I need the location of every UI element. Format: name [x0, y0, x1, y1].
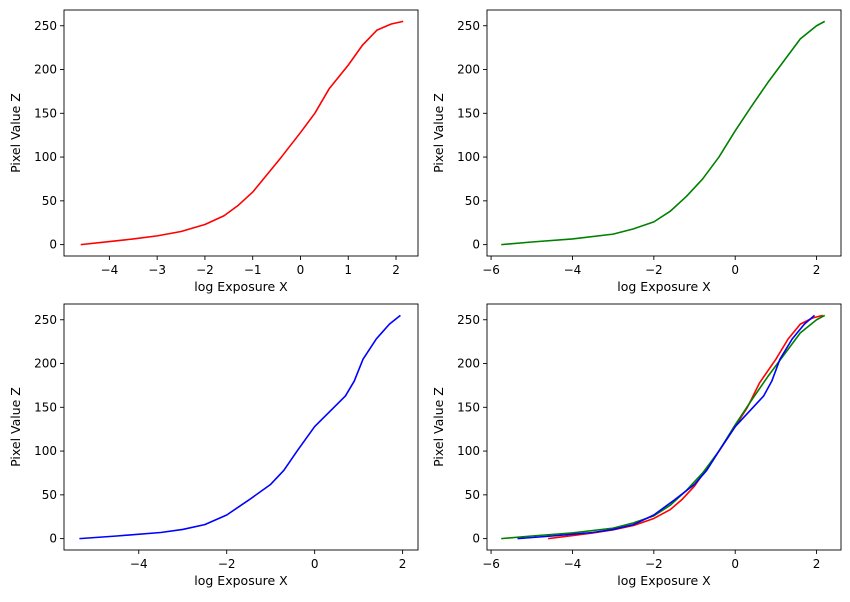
subplot-1: −4 −3 −2 −1 0 1 2 0 50 100 150 200 250 log Exposure X…	[8, 9, 419, 294]
y-tick-label: 200	[34, 357, 57, 371]
y-tick-label: 250	[34, 19, 57, 33]
y-tick-label: 100	[34, 150, 57, 164]
series-line-2	[501, 314, 826, 540]
y-tick-label: 150	[34, 106, 57, 120]
axes-frame	[486, 9, 842, 257]
y-tick-label: 200	[457, 357, 480, 371]
x-tick-label: 0	[731, 557, 739, 571]
series-line-3	[517, 314, 816, 540]
y-tick-label: 0	[49, 532, 57, 546]
series-line-1	[501, 20, 826, 246]
y-tick-label: 50	[465, 194, 480, 208]
x-tick-label: 0	[297, 263, 305, 277]
y-tick-label: 100	[457, 150, 480, 164]
x-tick-label: −4	[130, 557, 148, 571]
y-tick-label: 0	[49, 238, 57, 252]
x-tick-label: 1	[344, 263, 352, 277]
x-tick-label: −4	[564, 557, 582, 571]
x-tick-label: −2	[218, 557, 236, 571]
y-tick-label: 100	[34, 444, 57, 458]
y-tick-label: 250	[34, 313, 57, 327]
axes-frame	[63, 9, 419, 257]
x-tick-label: −2	[645, 557, 663, 571]
series-line-1	[79, 314, 401, 540]
y-tick-label: 250	[457, 19, 480, 33]
x-tick-label: −6	[482, 557, 500, 571]
x-axis-label: log Exposure X	[617, 279, 711, 294]
y-tick-label: 200	[457, 63, 480, 77]
x-tick-label: 2	[392, 263, 400, 277]
series-line-1	[80, 20, 404, 246]
y-tick-label: 150	[457, 106, 480, 120]
x-axis-label: log Exposure X	[617, 573, 711, 588]
y-tick-label: 0	[472, 532, 480, 546]
subplot-4: −6 −4 −2 0 2 0 50 100 150 200 250 log Exposure X Pix…	[431, 303, 842, 588]
y-tick-label: 250	[457, 313, 480, 327]
x-tick-label: −6	[482, 263, 500, 277]
y-tick-label: 150	[34, 400, 57, 414]
x-tick-label: −1	[244, 263, 262, 277]
x-tick-label: −2	[645, 263, 663, 277]
series-line-1	[547, 314, 823, 540]
x-tick-label: −4	[564, 263, 582, 277]
subplot-2: −6 −4 −2 0 2 0 50 100 150 200 250 log Exposure X Pix…	[431, 9, 842, 294]
x-tick-label: −2	[196, 263, 214, 277]
x-tick-label: 2	[399, 557, 407, 571]
x-tick-label: 0	[731, 263, 739, 277]
x-tick-label: 2	[813, 557, 821, 571]
y-tick-label: 50	[465, 488, 480, 502]
axes-frame	[486, 303, 842, 551]
x-tick-label: −4	[101, 263, 119, 277]
x-tick-label: −3	[148, 263, 166, 277]
y-tick-label: 150	[457, 400, 480, 414]
y-axis-label: Pixel Value Z	[8, 93, 23, 173]
y-tick-label: 50	[42, 194, 57, 208]
y-axis-label: Pixel Value Z	[431, 93, 446, 173]
x-tick-label: 0	[311, 557, 319, 571]
x-axis-label: log Exposure X	[194, 573, 288, 588]
x-axis-label: log Exposure X	[194, 279, 288, 294]
y-tick-label: 100	[457, 444, 480, 458]
axes-frame	[63, 303, 419, 551]
y-axis-label: Pixel Value Z	[8, 387, 23, 467]
x-tick-label: 2	[813, 263, 821, 277]
subplot-3: −4 −2 0 2 0 50 100 150 200 250 log Exposure X Pixel…	[8, 303, 419, 588]
y-tick-label: 200	[34, 63, 57, 77]
y-axis-label: Pixel Value Z	[431, 387, 446, 467]
y-tick-label: 50	[42, 488, 57, 502]
y-tick-label: 0	[472, 238, 480, 252]
